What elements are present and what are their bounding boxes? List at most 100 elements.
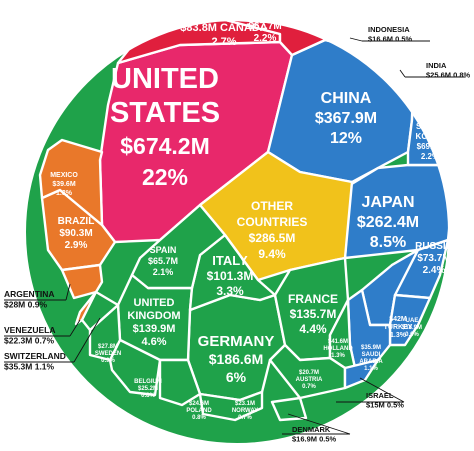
label-poland-line-1: $24.6M bbox=[189, 401, 209, 407]
label-turkey-line-1: $42M bbox=[389, 316, 407, 323]
callouts-layer: INDONESIA $16.6M 0.5% INDIA $25.6M 0.8% ARGE… bbox=[4, 25, 471, 444]
callout-israel: ISRAEL $15M 0.5% bbox=[336, 377, 405, 410]
label-saudi-arabia-line-2: SAUDI bbox=[362, 352, 381, 358]
labels-layer: UNITED STATES $674.2M 22%CHINA $367.9M 12%JAP… bbox=[24, 8, 453, 445]
label-italy: ITALY $101.3M 3.3% bbox=[207, 253, 254, 298]
label-norway: $23.1M NORWAY 0.7% bbox=[232, 401, 258, 421]
label-uae-line-2: $18.9M bbox=[402, 325, 422, 331]
callout-argentina: ARGENTINA $28M 0.9% bbox=[4, 283, 71, 310]
callout-text-argentina: ARGENTINA $28M 0.9% bbox=[4, 289, 55, 310]
label-south-korea-line-4: 2.2% bbox=[421, 152, 439, 161]
label-uk: UNITED KINGDOM $139.9M 4.6% bbox=[127, 297, 180, 348]
label-brazil-line-1: BRAZIL bbox=[58, 216, 95, 227]
label-sweden: $27.8M SWEDEN 0.9% bbox=[95, 344, 121, 364]
label-usa-line-4: 22% bbox=[142, 164, 188, 190]
callout-israel-line-2: $15M 0.5% bbox=[366, 401, 404, 410]
callout-india: INDIA $25.6M 0.8% bbox=[399, 61, 471, 80]
label-brazil: BRAZIL $90.3M 2.9% bbox=[58, 216, 95, 251]
label-spain-line-3: 2.1% bbox=[153, 267, 174, 277]
label-china-line-1: CHINA bbox=[321, 90, 372, 107]
cell-argentina bbox=[60, 263, 104, 300]
callout-venezuela-line-1: VENEZUELA bbox=[4, 325, 55, 335]
label-china: CHINA $367.9M 12% bbox=[315, 90, 377, 147]
callout-leader-israel bbox=[359, 377, 405, 403]
cell-mexico bbox=[38, 138, 104, 227]
label-norway-line-1: $23.1M bbox=[235, 401, 255, 407]
label-poland-line-3: 0.8% bbox=[192, 415, 206, 421]
callout-text-venezuela: VENEZUELA $22.3M 0.7% bbox=[4, 325, 55, 346]
label-uk-line-2: KINGDOM bbox=[127, 310, 180, 322]
cells-layer bbox=[25, 20, 449, 444]
label-russia-line-1: RUSSIA bbox=[415, 241, 453, 252]
label-russia-line-2: $73.7M bbox=[417, 253, 450, 264]
callout-venezuela-line-2: $22.3M 0.7% bbox=[4, 336, 55, 346]
label-poland: $24.6M POLAND 0.8% bbox=[186, 401, 212, 421]
label-canada: $83.8M CANADA 2.7% bbox=[180, 22, 267, 48]
callout-leader-denmark bbox=[287, 413, 351, 435]
callout-denmark-line-1: DENMARK bbox=[292, 425, 331, 434]
label-other-line-1: OTHER bbox=[251, 199, 293, 213]
callout-denmark: DENMARK $16.9M 0.5% bbox=[282, 413, 351, 444]
label-australia-line-1: AUSTRALIA bbox=[233, 8, 297, 20]
label-canada-line-1: $83.8M CANADA bbox=[180, 22, 267, 34]
label-austria-line-1: $20.7M bbox=[299, 370, 319, 376]
callout-text-india: INDIA $25.6M 0.8% bbox=[426, 61, 471, 80]
callout-text-switzerland: SWITZERLAND $35.3M 1.1% bbox=[4, 351, 66, 372]
label-usa-line-2: STATES bbox=[110, 97, 220, 129]
cell-switzerland bbox=[80, 290, 120, 332]
callout-venezuela: VENEZUELA $22.3M 0.7% bbox=[4, 319, 81, 346]
label-usa: UNITED STATES $674.2M 22% bbox=[110, 63, 220, 190]
label-uae-line-1: UAE bbox=[406, 318, 419, 324]
callout-leader-venezuela bbox=[69, 319, 81, 337]
label-turkey-line-2: TURKEY bbox=[384, 324, 413, 331]
label-other-line-2: COUNTRIES bbox=[237, 215, 308, 229]
label-austria-line-2: AUSTRIA bbox=[296, 377, 323, 383]
label-spain: SPAIN $65.7M 2.1% bbox=[148, 245, 178, 277]
label-belgium: BELGIUM $25.2M 0.8% bbox=[134, 379, 162, 399]
label-spain-line-1: SPAIN bbox=[150, 245, 177, 255]
label-austria: $20.7M AUSTRIA 0.7% bbox=[296, 370, 323, 390]
label-france-line-1: FRANCE bbox=[288, 292, 338, 306]
callout-switzerland-line-2: $35.3M 1.1% bbox=[4, 362, 55, 372]
label-other-line-4: 9.4% bbox=[258, 247, 286, 261]
label-brazil-line-3: 2.9% bbox=[65, 240, 88, 251]
cell-italy bbox=[188, 233, 277, 312]
label-turkey-line-3: 1.3% bbox=[390, 332, 407, 339]
callout-text-denmark: DENMARK $16.9M 0.5% bbox=[292, 425, 337, 444]
label-japan: JAPAN $262.4M 8.5% bbox=[357, 194, 419, 251]
label-norway-line-2: NORWAY bbox=[232, 408, 258, 414]
label-norway-line-3: 0.7% bbox=[238, 415, 252, 421]
callout-leader-switzerland bbox=[73, 317, 101, 363]
label-italy-line-1: ITALY bbox=[212, 253, 248, 268]
label-brazil-line-2: $90.3M bbox=[59, 228, 92, 239]
label-japan-line-2: $262.4M bbox=[357, 214, 419, 231]
label-holland-line-3: 1.3% bbox=[331, 353, 345, 359]
callout-text-indonesia: INDONESIA $16.6M 0.5% bbox=[368, 25, 413, 44]
callout-switzerland: SWITZERLAND $35.3M 1.1% bbox=[4, 317, 101, 372]
label-australia-line-3: 2.2% bbox=[254, 33, 277, 44]
label-uae-line-3: 0.6% bbox=[405, 332, 419, 338]
label-south-korea-line-2: KOREA bbox=[416, 132, 445, 141]
label-france-line-3: 4.4% bbox=[299, 322, 327, 336]
callout-denmark-line-2: $16.9M 0.5% bbox=[292, 435, 337, 444]
label-other: OTHER COUNTRIES $286.5M 9.4% bbox=[237, 199, 308, 261]
label-mexico: MEXICO $39.6M 1.3% bbox=[50, 172, 78, 197]
label-australia-line-2: $67.7M bbox=[248, 21, 281, 32]
label-mexico-line-1: MEXICO bbox=[50, 172, 78, 179]
label-poland-line-2: POLAND bbox=[186, 408, 212, 414]
label-usa-line-3: $674.2M bbox=[120, 133, 210, 159]
label-japan-line-1: JAPAN bbox=[361, 194, 414, 211]
callout-india-line-2: $25.6M 0.8% bbox=[426, 71, 471, 80]
callout-israel-line-1: ISRAEL bbox=[366, 391, 394, 400]
label-uk-line-1: UNITED bbox=[134, 297, 175, 309]
label-saudi-arabia-line-4: 1.1% bbox=[364, 366, 378, 372]
callout-leader-indonesia bbox=[349, 37, 363, 42]
label-germany-line-3: 6% bbox=[226, 369, 247, 385]
label-turkey: $42M TURKEY 1.3% bbox=[384, 316, 413, 339]
label-belgium-line-3: 0.8% bbox=[141, 393, 155, 399]
label-germany-line-1: GERMANY bbox=[198, 333, 275, 350]
callout-argentina-line-2: $28M 0.9% bbox=[4, 300, 47, 310]
label-usa-line-1: UNITED bbox=[111, 63, 219, 95]
callout-indonesia-line-2: $16.6M 0.5% bbox=[368, 35, 413, 44]
